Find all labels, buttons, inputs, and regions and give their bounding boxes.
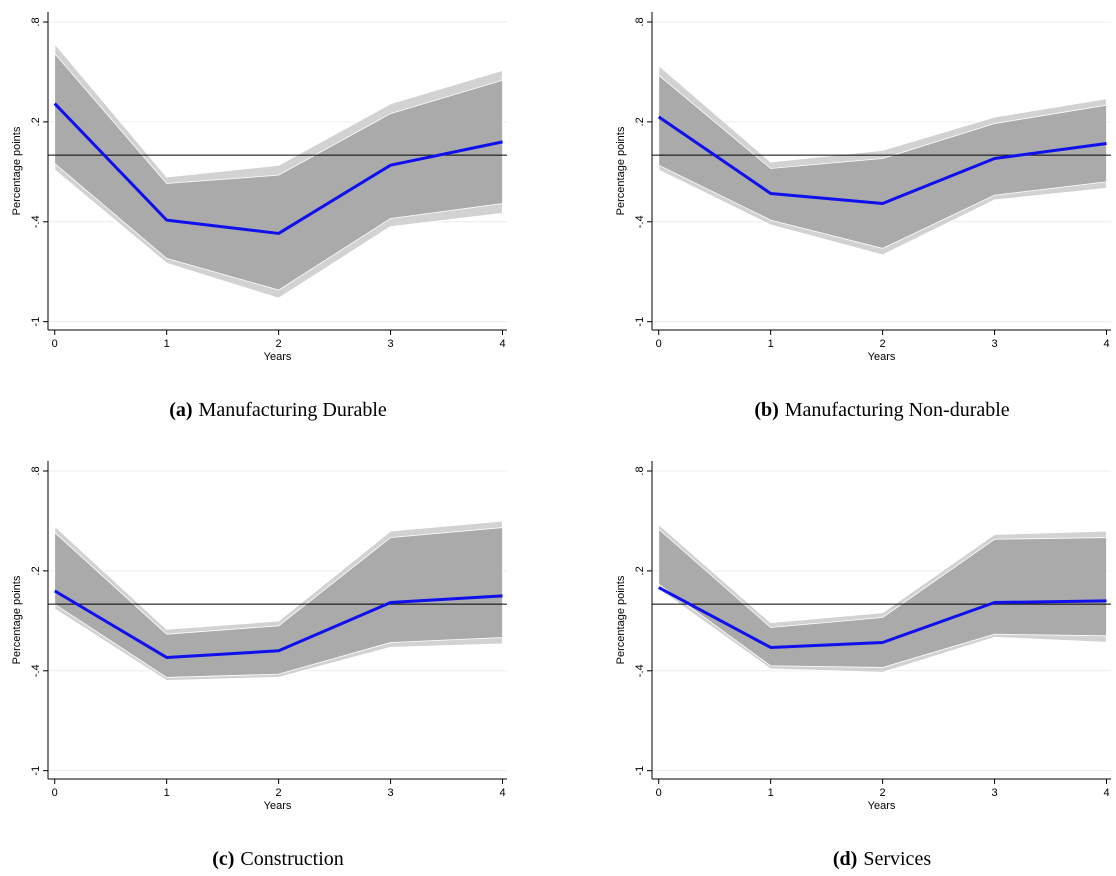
caption-label: (d) (833, 848, 857, 870)
y-tick-label: -.4 (634, 215, 646, 228)
y-axis-title: Percentage points (11, 575, 23, 664)
caption: (a) Manufacturing Durable (169, 399, 387, 421)
y-tick-label: -.4 (634, 664, 646, 677)
x-tick-label: 1 (768, 787, 774, 799)
x-tick-label: 1 (164, 787, 170, 799)
x-axis-title: Years (264, 351, 292, 363)
x-tick-label: 1 (164, 338, 170, 350)
caption-text: Manufacturing Non-durable (785, 399, 1010, 421)
caption-text: Services (863, 848, 931, 870)
y-tick-label: .8 (30, 466, 42, 475)
y-axis-title: Percentage points (615, 575, 627, 664)
caption: (c) Construction (212, 848, 344, 870)
estimate-line (53, 102, 503, 235)
caption: (d) Services (833, 848, 931, 870)
y-tick-label: .2 (30, 566, 42, 575)
x-tick-label: 4 (1103, 787, 1109, 799)
y-tick-label: .2 (634, 117, 646, 126)
confidence-band (658, 528, 1107, 668)
x-tick-label: 2 (880, 338, 886, 350)
x-tick-label: 2 (880, 787, 886, 799)
x-tick-label: 0 (52, 787, 58, 799)
x-tick-label: 4 (1103, 338, 1109, 350)
confidence-band (54, 527, 503, 678)
y-tick-label: .8 (634, 17, 646, 26)
caption-label: (b) (754, 399, 778, 421)
caption-text: Manufacturing Durable (199, 399, 387, 421)
y-tick-label: .8 (30, 17, 42, 26)
x-tick-label: 3 (388, 338, 394, 350)
y-tick-label: .2 (30, 117, 42, 126)
panel: -1 -.4 .2 .8 0 1 2 3 4 Years Percentage points (b) M… (615, 12, 1111, 421)
x-tick-label: 3 (992, 787, 998, 799)
estimate-line (53, 589, 503, 659)
x-axis-title: Years (264, 800, 292, 812)
x-tick-label: 2 (276, 338, 282, 350)
y-tick-label: -.4 (30, 215, 42, 228)
y-tick-label: -1 (30, 317, 42, 327)
y-axis-title: Percentage points (11, 126, 23, 215)
y-axis-title: Percentage points (615, 126, 627, 215)
panel: -1 -.4 .2 .8 0 1 2 3 4 Years Percentage points (a) M… (11, 12, 507, 421)
x-tick-label: 3 (992, 338, 998, 350)
y-tick-label: -.4 (30, 664, 42, 677)
caption-label: (a) (169, 399, 192, 421)
x-tick-label: 0 (656, 338, 662, 350)
confidence-band (658, 74, 1107, 249)
y-tick-label: .2 (634, 566, 646, 575)
y-tick-label: .8 (634, 466, 646, 475)
caption-label: (c) (212, 848, 234, 870)
panel: -1 -.4 .2 .8 0 1 2 3 4 Years Percentage points (c) C… (11, 461, 507, 870)
y-tick-label: -1 (634, 317, 646, 327)
x-tick-label: 4 (499, 338, 505, 350)
x-tick-label: 4 (499, 787, 505, 799)
estimate-line (658, 586, 1107, 649)
y-tick-label: -1 (634, 766, 646, 776)
x-axis-title: Years (868, 800, 896, 812)
caption: (b) Manufacturing Non-durable (754, 399, 1009, 421)
estimate-line (657, 115, 1107, 205)
x-tick-label: 0 (656, 787, 662, 799)
x-tick-label: 3 (388, 787, 394, 799)
confidence-band (54, 52, 503, 291)
x-tick-label: 0 (52, 338, 58, 350)
x-tick-label: 2 (276, 787, 282, 799)
x-tick-label: 1 (768, 338, 774, 350)
y-tick-label: -1 (30, 766, 42, 776)
caption-text: Construction (240, 848, 343, 870)
panel: -1 -.4 .2 .8 0 1 2 3 4 Years Percentage points (d) S… (615, 461, 1111, 870)
x-axis-title: Years (868, 351, 896, 363)
